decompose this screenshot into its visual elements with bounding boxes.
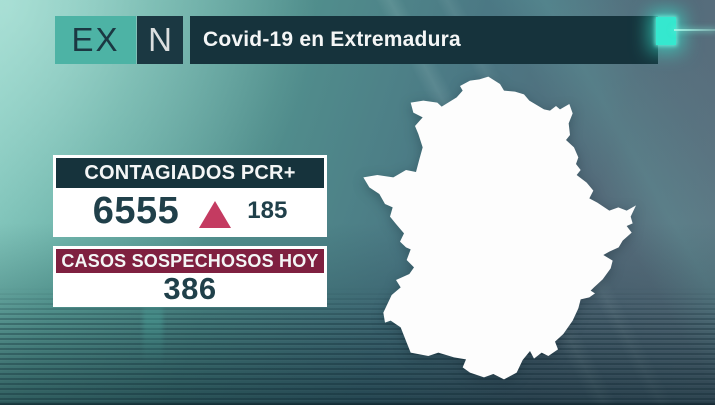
page-title: Covid-19 en Extremadura [203, 28, 461, 51]
channel-logo-ex: EX [55, 16, 136, 64]
logo-n-text: N [148, 21, 172, 58]
stat-pcr-header: CONTAGIADOS PCR+ [56, 158, 324, 188]
stat-suspected-value: 386 [163, 270, 217, 306]
stat-suspected-value-row: 386 [56, 270, 324, 306]
logo-ex-text: EX [71, 21, 120, 58]
stat-suspected-header: CASOS SOSPECHOSOS HOY [56, 249, 324, 273]
stat-pcr-value: 6555 [92, 189, 180, 232]
cyan-accent-line [674, 29, 715, 31]
title-bar: Covid-19 en Extremadura [190, 16, 658, 64]
stat-pcr-value-row: 6555 185 [56, 188, 324, 234]
channel-logo-n: N [137, 16, 183, 64]
stat-suspected-label: CASOS SOSPECHOSOS HOY [61, 250, 319, 271]
stat-card-suspected: CASOS SOSPECHOSOS HOY 386 [53, 246, 327, 307]
stat-pcr-delta: 185 [247, 197, 288, 224]
cyan-accent-glow [656, 17, 676, 45]
stat-pcr-label: CONTAGIADOS PCR+ [84, 161, 296, 184]
stat-card-pcr: CONTAGIADOS PCR+ 6555 185 [53, 155, 327, 237]
extremadura-map [363, 76, 636, 380]
triangle-up-icon [199, 200, 232, 228]
